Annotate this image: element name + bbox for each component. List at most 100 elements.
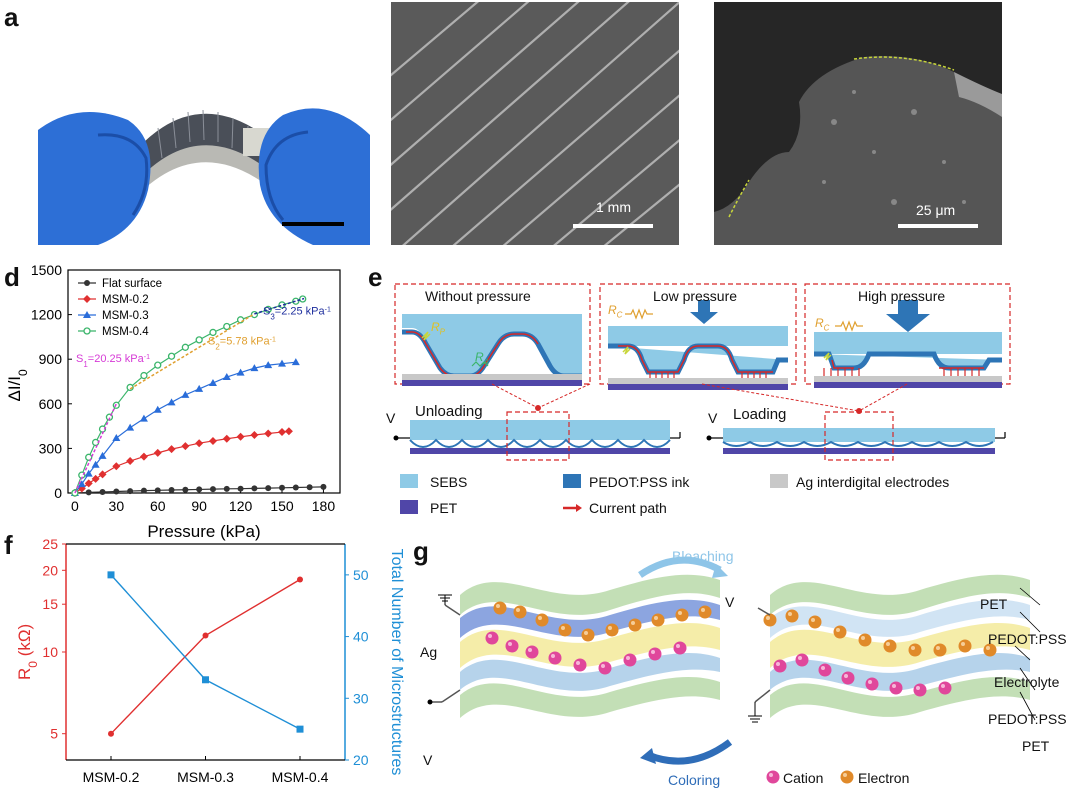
legend-label-MSM-0.3: MSM-0.3 xyxy=(102,310,149,322)
data-point-Total Number of Microstructures xyxy=(296,725,304,733)
label-v-loading: V xyxy=(708,410,718,426)
data-point-MSM-0.3 xyxy=(278,359,287,367)
electrochromic-schematic xyxy=(427,556,1041,784)
right-tick-label-f: 30 xyxy=(353,690,369,706)
legend-swatch-ag xyxy=(770,474,788,488)
data-point-MSM-0.2 xyxy=(126,457,135,466)
data-point-MSM-0.3 xyxy=(84,469,93,477)
label-ra: RA xyxy=(475,350,490,367)
data-point-R0 xyxy=(108,730,114,737)
scale-label-b: 1 mm xyxy=(596,199,631,215)
data-point-Flat surface xyxy=(99,488,106,495)
left-axis-label-sub-f: 0 xyxy=(26,661,40,668)
annotation-s3: S3=2.25 kPa-1 xyxy=(263,306,331,322)
data-point-MSM-0.3 xyxy=(77,480,86,488)
label-coloring: Coloring xyxy=(668,772,721,788)
data-point-MSM-0.4 xyxy=(292,297,300,305)
series-MSM-0.4 xyxy=(71,295,307,497)
data-point-Flat surface xyxy=(140,487,147,494)
label-layer-pedot-bottom: PEDOT:PSS xyxy=(988,711,1067,727)
panel-label-d: d xyxy=(4,262,20,292)
x-tick-label-d: 150 xyxy=(270,498,294,514)
unloading-strip xyxy=(393,420,681,454)
data-point-MSM-0.3 xyxy=(181,390,190,398)
x-tick-label-d: 0 xyxy=(71,498,79,514)
data-point-MSM-0.4 xyxy=(154,361,162,369)
high-pressure-arrow xyxy=(886,300,930,332)
x-tick-label-d: 90 xyxy=(191,498,207,514)
label-low-pressure: Low pressure xyxy=(653,288,738,304)
data-point-MSM-0.2 xyxy=(195,439,204,448)
left-tick-label-f: 15 xyxy=(42,596,58,612)
data-point-MSM-0.2 xyxy=(139,452,148,461)
data-point-MSM-0.2 xyxy=(222,434,231,443)
data-point-MSM-0.3 xyxy=(91,460,100,468)
data-point-Flat surface xyxy=(292,484,299,491)
data-point-MSM-0.3 xyxy=(250,364,259,372)
data-point-MSM-0.2 xyxy=(167,445,176,454)
data-point-MSM-0.3 xyxy=(195,384,204,392)
legend-swatch-pet xyxy=(400,500,418,514)
legend-label-current: Current path xyxy=(589,500,667,516)
annotation-sub: 2 xyxy=(215,342,220,351)
series-Flat surface xyxy=(71,483,327,496)
legend-marker-MSM-0.3 xyxy=(83,311,91,318)
legend-label-cation: Cation xyxy=(783,770,824,786)
right-tick-label-f: 20 xyxy=(353,752,369,768)
legend-marker-MSM-0.2 xyxy=(83,295,91,303)
legend-label-sebs: SEBS xyxy=(430,474,468,490)
data-point-Flat surface xyxy=(113,488,120,495)
label-v-right: V xyxy=(725,594,735,610)
coloring-arrow xyxy=(646,739,733,765)
legend-label-electron: Electron xyxy=(858,770,910,786)
annotation-rest: =5.78 kPa xyxy=(220,335,271,347)
legend-label-ag: Ag interdigital electrodes xyxy=(796,474,950,490)
sem-image-cross-section: 25 μm xyxy=(714,2,1002,245)
data-point-Flat surface xyxy=(279,484,286,491)
data-point-MSM-0.2 xyxy=(98,470,107,479)
y-axis-label-d: ΔI/I0 xyxy=(5,369,30,402)
series-line-MSM-0.3 xyxy=(74,361,296,494)
data-point-MSM-0.2 xyxy=(153,448,162,457)
data-point-MSM-0.4 xyxy=(126,383,134,392)
fit-s3 xyxy=(254,297,305,315)
label-v-unloading: V xyxy=(386,410,396,426)
series-line-Total Number of Microstructures xyxy=(110,574,301,730)
data-point-MSM-0.3 xyxy=(264,361,273,369)
annotation-sub: 3 xyxy=(270,312,275,321)
data-point-Flat surface xyxy=(196,486,203,493)
data-point-Flat surface xyxy=(127,488,134,495)
data-point-MSM-0.4 xyxy=(236,316,245,324)
chart-f: 5 10 15 20 25 20 30 40 50 MSM-0.2 MSM-0.3 MSM-0.4 R0… xyxy=(15,536,405,785)
data-point-MSM-0.4 xyxy=(195,336,203,344)
label-loading: Loading xyxy=(733,406,787,423)
panel-label-e: e xyxy=(368,262,383,292)
data-point-Total Number of Microstructures xyxy=(107,571,115,579)
data-point-Flat surface xyxy=(237,485,244,492)
panel-label-f: f xyxy=(4,530,13,560)
data-point-MSM-0.2 xyxy=(250,431,259,440)
label-layer-electrolyte: Electrolyte xyxy=(994,674,1060,690)
series-R0 xyxy=(108,576,303,737)
data-point-MSM-0.4 xyxy=(181,343,190,351)
data-point-MSM-0.2 xyxy=(278,428,287,437)
data-point-MSM-0.2 xyxy=(208,436,217,445)
data-point-Flat surface xyxy=(154,487,161,494)
data-point-MSM-0.3 xyxy=(208,378,217,386)
right-tick-label-f: 40 xyxy=(353,629,369,645)
data-point-MSM-0.2 xyxy=(181,442,190,451)
left-axis-label-rest-f: (kΩ) xyxy=(15,624,34,661)
data-point-MSM-0.2 xyxy=(91,474,100,483)
legend-swatch-sebs xyxy=(400,474,418,488)
data-point-Flat surface xyxy=(306,484,313,491)
data-point-MSM-0.2 xyxy=(236,432,245,441)
annotation-s1: S1=20.25 kPa-1 xyxy=(76,353,150,369)
legend-swatch-pedot xyxy=(563,474,581,488)
left-tick-label-f: 10 xyxy=(42,644,58,660)
data-point-Flat surface xyxy=(265,485,272,492)
label-rp: RP xyxy=(431,320,446,337)
data-point-MSM-0.3 xyxy=(139,414,148,422)
y-tick-label-d: 1200 xyxy=(31,307,62,323)
fit-s2 xyxy=(129,313,255,390)
data-point-Flat surface xyxy=(209,486,216,493)
